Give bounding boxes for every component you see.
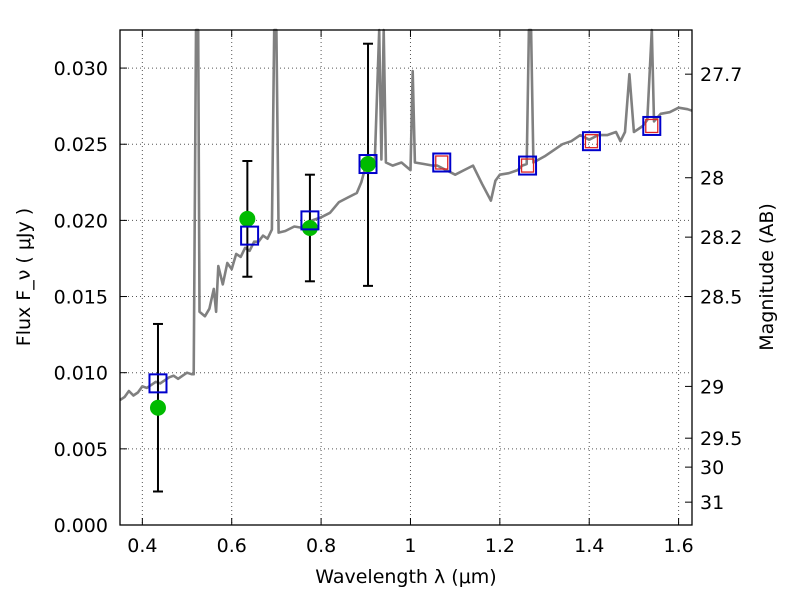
y2-tick-label: 28 (700, 168, 724, 190)
plot-frame (119, 29, 693, 526)
y-tick-label: 0.015 (54, 287, 108, 309)
y-tick-label: 0.010 (54, 363, 108, 385)
y2-tick-label: 29.5 (700, 428, 742, 450)
model-point (300, 210, 320, 231)
x-tick-label: 1.2 (485, 535, 515, 557)
observed-point (239, 210, 256, 227)
y-tick-label: 0.005 (54, 439, 108, 461)
y2-tick-label: 28.2 (700, 227, 742, 249)
x-tick-label: 0.8 (306, 535, 336, 557)
y-tick-label: 0.000 (54, 515, 108, 537)
model-point (358, 154, 378, 175)
y2-tick-label: 28.5 (700, 287, 742, 309)
model-point-inner (584, 134, 599, 149)
x-tick-label: 1.4 (574, 535, 604, 557)
ticks (120, 30, 692, 526)
tick-labels: 0.4 0.6 0.8 1 1.2 1.4 1.6 0.000 0.005 0.010 0.015 0… (54, 58, 743, 557)
y2-axis-label: Magnitude (AB) (756, 203, 778, 351)
model-point (148, 373, 168, 394)
model-point-inner (520, 158, 535, 173)
y-tick-label: 0.025 (54, 134, 108, 156)
model-point-inner (435, 155, 449, 170)
model-points (148, 115, 662, 394)
model-point-inner (645, 118, 659, 134)
y-tick-label: 0.030 (54, 58, 108, 80)
x-tick-label: 0.4 (127, 535, 157, 557)
grid (120, 30, 692, 525)
y2-tick-label: 27.7 (700, 64, 742, 86)
y-axis-label: Flux F_ν ( μJy ) (13, 208, 35, 346)
observed-point (301, 220, 318, 236)
x-axis-label: Wavelength λ (μm) (315, 566, 496, 588)
x-tick-label: 1.6 (663, 535, 693, 557)
x-tick-label: 0.6 (217, 535, 247, 557)
y2-tick-label: 30 (700, 457, 724, 479)
observed-point (149, 399, 166, 416)
y2-tick-label: 31 (700, 492, 724, 514)
model-point (581, 131, 601, 152)
plot-background (120, 30, 692, 525)
x-tick-label: 1 (404, 535, 416, 557)
model-point (518, 155, 538, 176)
observed-points (149, 156, 377, 416)
model-point (432, 152, 452, 173)
observed-point (360, 156, 377, 173)
y2-tick-label: 29 (700, 376, 724, 398)
model-point (240, 225, 260, 246)
model-point (642, 115, 662, 136)
y-tick-label: 0.020 (54, 210, 108, 232)
